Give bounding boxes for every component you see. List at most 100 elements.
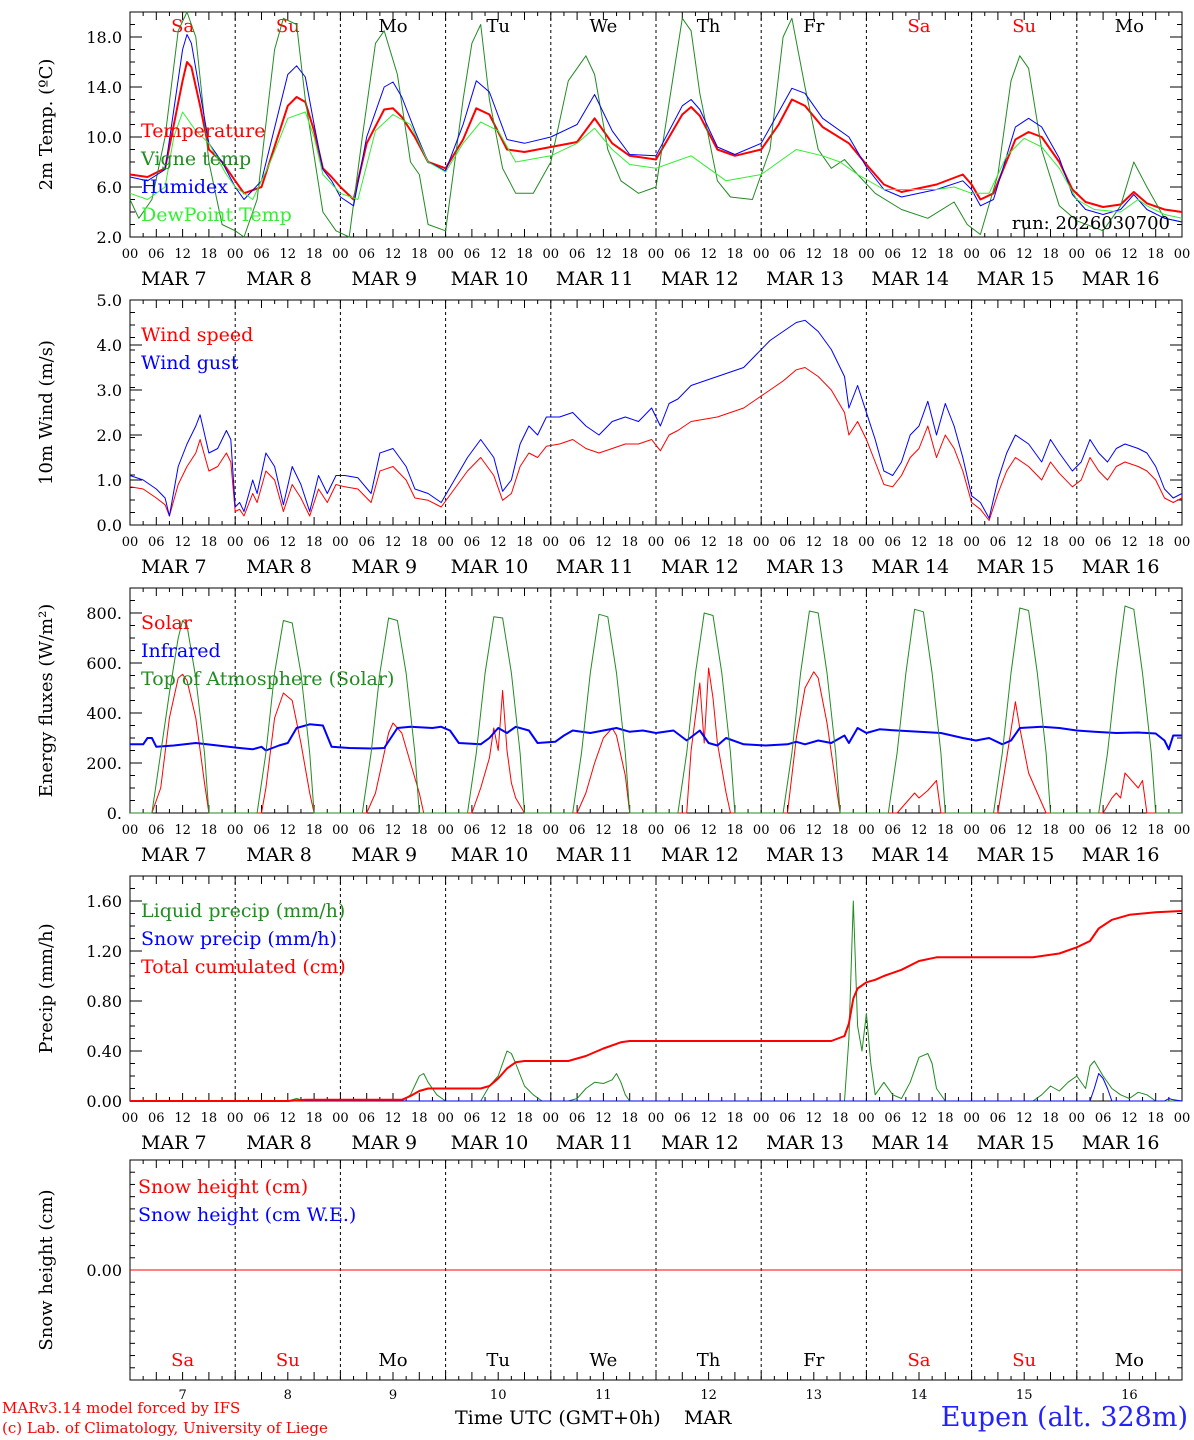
x-tick-label: 06 <box>358 247 375 262</box>
y-tick-label: 0.00 <box>86 1261 122 1280</box>
x-tick-label: 12 <box>174 823 191 838</box>
copyright-credit: (c) Lab. of Climatology, University of L… <box>2 1419 328 1437</box>
x-tick-label: 18 <box>516 247 533 262</box>
x-tick-label: 06 <box>253 535 270 550</box>
x-tick-label: 12 <box>385 1111 402 1126</box>
date-label: MAR 10 <box>451 844 529 866</box>
x-tick-label: 18 <box>832 823 849 838</box>
x-tick-label: 12 <box>490 823 507 838</box>
x-tick-label: 00 <box>437 823 454 838</box>
x-tick-label: 06 <box>358 823 375 838</box>
x-tick-label: 18 <box>516 535 533 550</box>
x-tick-label: 18 <box>1042 823 1059 838</box>
x-tick-label: 06 <box>569 535 586 550</box>
x-tick-label: 06 <box>674 535 691 550</box>
x-tick-label: 06 <box>884 535 901 550</box>
x-tick-label: 18 <box>621 535 638 550</box>
x-tick-label: 06 <box>148 247 165 262</box>
y-tick-label: 0.00 <box>86 1092 122 1111</box>
day-number-label: 10 <box>490 1388 507 1403</box>
x-tick-label: 00 <box>122 1111 139 1126</box>
x-tick-label: 18 <box>832 1111 849 1126</box>
legend-entry: Snow height (cm W.E.) <box>138 1204 356 1226</box>
x-tick-label: 12 <box>385 535 402 550</box>
time-axis-label: Time UTC (GMT+0h) <box>455 1407 661 1429</box>
x-tick-label: 00 <box>543 247 560 262</box>
x-tick-label: 06 <box>779 823 796 838</box>
x-tick-label: 06 <box>990 823 1007 838</box>
legend-entry: Wind gust <box>141 352 239 374</box>
date-label: MAR 7 <box>141 556 207 578</box>
x-tick-label: 00 <box>648 535 665 550</box>
x-tick-label: 00 <box>227 1111 244 1126</box>
x-tick-label: 18 <box>201 247 218 262</box>
x-tick-label: 12 <box>595 823 612 838</box>
x-tick-label: 18 <box>516 1111 533 1126</box>
x-tick-label: 18 <box>937 535 954 550</box>
x-tick-label: 18 <box>621 823 638 838</box>
x-tick-label: 12 <box>490 535 507 550</box>
y-axis-label: Energy fluxes (W/m²) <box>36 604 57 798</box>
x-tick-label: 00 <box>332 247 349 262</box>
panel-snow: 0.00 Snow height (cm) Snow height (cm) Snow… <box>36 1159 1183 1403</box>
x-tick-label: 12 <box>700 535 717 550</box>
x-tick-label: 12 <box>806 823 823 838</box>
station-label: Eupen (alt. 328m) <box>940 1402 1188 1433</box>
x-tick-label: 12 <box>911 247 928 262</box>
date-label: MAR 12 <box>661 1132 739 1154</box>
x-tick-label: 00 <box>1174 1111 1191 1126</box>
x-tick-label: 06 <box>148 1111 165 1126</box>
x-tick-label: 18 <box>937 247 954 262</box>
legend-entry: DewPoint Temp <box>141 204 292 226</box>
y-tick-label: 200. <box>86 754 122 773</box>
x-tick-label: 18 <box>1147 1111 1164 1126</box>
x-tick-label: 00 <box>122 823 139 838</box>
x-tick-label: 00 <box>227 535 244 550</box>
y-tick-label: 1.60 <box>86 892 122 911</box>
y-tick-label: 2.0 <box>97 426 122 445</box>
x-tick-label: 00 <box>963 823 980 838</box>
date-label: MAR 14 <box>871 268 949 290</box>
y-tick-label: 800. <box>86 604 122 623</box>
date-label: MAR 16 <box>1082 1132 1160 1154</box>
x-tick-label: 06 <box>464 247 481 262</box>
x-tick-label: 06 <box>358 1111 375 1126</box>
day-number-label: 11 <box>595 1388 612 1403</box>
x-tick-label: 00 <box>1069 535 1086 550</box>
x-tick-label: 12 <box>595 1111 612 1126</box>
x-tick-label: 18 <box>306 1111 323 1126</box>
weekday-label: Su <box>276 1350 300 1371</box>
y-axis-label: Snow height (cm) <box>36 1189 57 1350</box>
legend-entry: Liquid precip (mm/h) <box>141 900 345 922</box>
legend-entry: Infrared <box>141 640 221 662</box>
x-tick-label: 06 <box>569 247 586 262</box>
x-tick-label: 18 <box>516 823 533 838</box>
date-label: MAR 7 <box>141 844 207 866</box>
y-tick-label: 2.0 <box>97 228 122 247</box>
y-tick-label: 4.0 <box>97 336 122 355</box>
x-tick-label: 06 <box>464 823 481 838</box>
x-tick-label: 06 <box>1095 535 1112 550</box>
date-label: MAR 16 <box>1082 268 1160 290</box>
x-tick-label: 06 <box>884 1111 901 1126</box>
x-tick-label: 06 <box>779 1111 796 1126</box>
x-tick-label: 12 <box>385 823 402 838</box>
weekday-label: Mo <box>1115 1350 1144 1371</box>
x-tick-label: 18 <box>411 823 428 838</box>
date-label: MAR 10 <box>451 556 529 578</box>
x-tick-label: 00 <box>437 1111 454 1126</box>
x-tick-label: 00 <box>1069 1111 1086 1126</box>
date-label: MAR 11 <box>556 268 634 290</box>
x-tick-label: 00 <box>332 535 349 550</box>
day-number-label: 8 <box>284 1388 292 1403</box>
series-line-top-of-atmosphere-solar- <box>130 605 1182 814</box>
date-label: MAR 8 <box>246 1132 312 1154</box>
x-tick-label: 18 <box>201 823 218 838</box>
date-label: MAR 15 <box>977 556 1055 578</box>
legend-entry: Vigne temp <box>140 148 251 170</box>
y-tick-label: 0. <box>107 804 122 823</box>
date-label: MAR 9 <box>351 1132 417 1154</box>
x-tick-label: 12 <box>1121 1111 1138 1126</box>
weekday-label: We <box>590 1350 618 1371</box>
legend-entry: Top of Atmosphere (Solar) <box>141 668 394 690</box>
